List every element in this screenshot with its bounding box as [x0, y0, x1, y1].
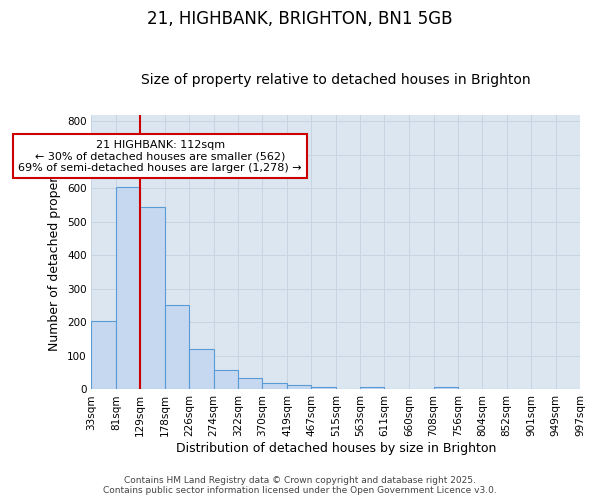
Bar — [238, 378, 262, 390]
Bar — [434, 388, 458, 390]
Bar — [116, 186, 140, 390]
Text: Contains HM Land Registry data © Crown copyright and database right 2025.
Contai: Contains HM Land Registry data © Crown c… — [103, 476, 497, 495]
X-axis label: Distribution of detached houses by size in Brighton: Distribution of detached houses by size … — [176, 442, 496, 455]
Bar — [91, 320, 116, 390]
Bar — [140, 206, 165, 390]
Bar — [214, 370, 238, 390]
Bar — [262, 384, 287, 390]
Bar — [311, 387, 336, 390]
Text: 21, HIGHBANK, BRIGHTON, BN1 5GB: 21, HIGHBANK, BRIGHTON, BN1 5GB — [147, 10, 453, 28]
Bar — [165, 305, 189, 390]
Y-axis label: Number of detached properties: Number of detached properties — [49, 154, 61, 350]
Title: Size of property relative to detached houses in Brighton: Size of property relative to detached ho… — [141, 73, 530, 87]
Text: 21 HIGHBANK: 112sqm
← 30% of detached houses are smaller (562)
69% of semi-detac: 21 HIGHBANK: 112sqm ← 30% of detached ho… — [19, 140, 302, 173]
Bar — [360, 387, 385, 390]
Bar — [189, 349, 214, 390]
Bar — [287, 386, 311, 390]
